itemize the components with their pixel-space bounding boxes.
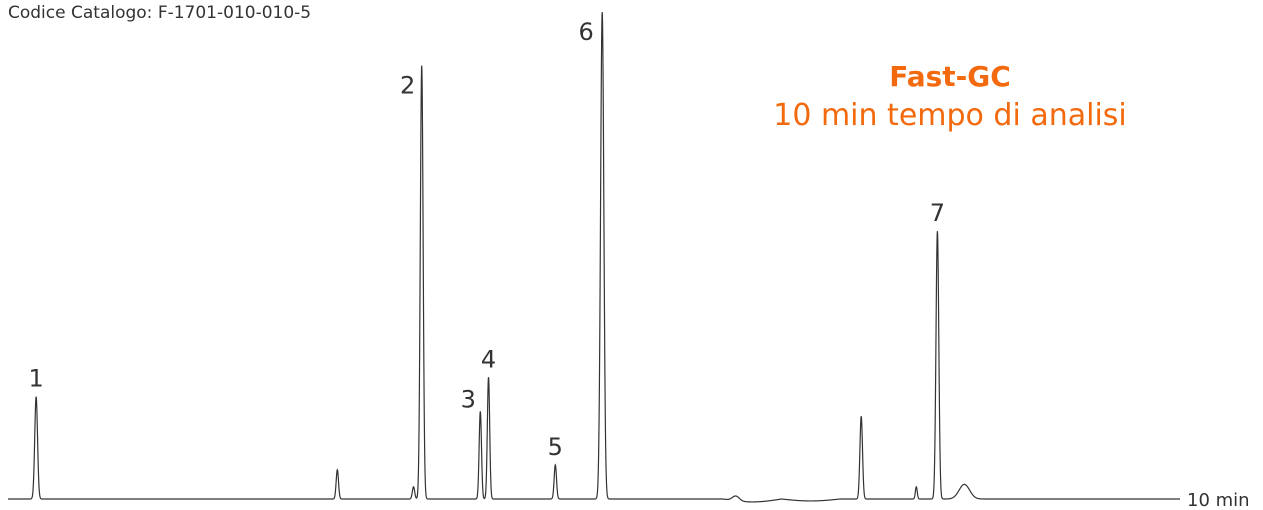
peak-label-3: 3: [461, 385, 476, 413]
peak-label-5: 5: [548, 433, 563, 461]
peak-label-6: 6: [579, 18, 594, 46]
x-axis-unit-label: 10 min: [1187, 490, 1250, 510]
catalog-code: Codice Catalogo: F-1701-010-010-5: [8, 3, 312, 23]
peak-label-2: 2: [400, 72, 415, 100]
chart-title: Fast-GC: [889, 60, 1011, 93]
peak-label-1: 1: [28, 365, 43, 393]
peak-label-7: 7: [930, 199, 945, 227]
peak-label-4: 4: [481, 345, 496, 373]
peak-labels: 1 2 34 5 6 7: [28, 18, 945, 461]
chromatogram-trace: [8, 11, 1180, 503]
chart-subtitle: 10 min tempo di analisi: [773, 98, 1127, 133]
chart-title-block: Fast-GC 10 min tempo di analisi: [740, 58, 1160, 136]
